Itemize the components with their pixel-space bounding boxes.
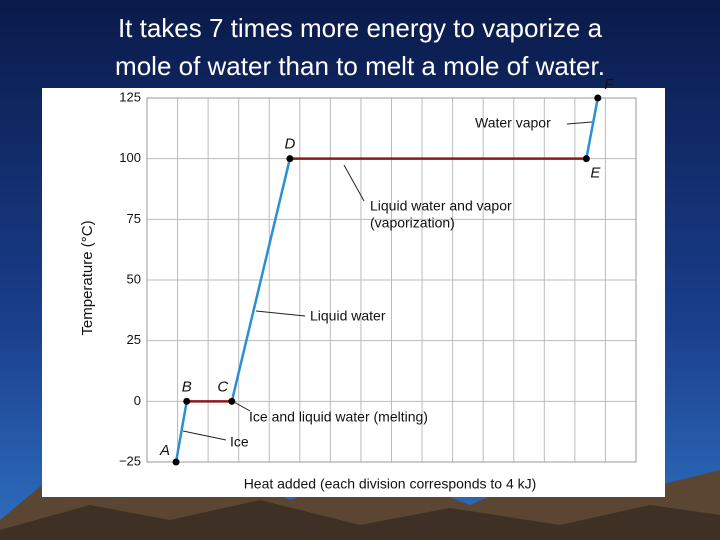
data-point (594, 94, 602, 102)
chart-panel (42, 88, 665, 497)
annotation: Water vapor (475, 115, 551, 131)
annotation: Ice and liquid water (melting) (249, 409, 428, 425)
y-axis-label: Temperature (°C) (79, 220, 96, 335)
y-tick-label: 125 (119, 89, 141, 104)
leader-line (255, 310, 306, 317)
mountains-front (0, 500, 720, 540)
curve-segment (174, 401, 188, 463)
title-line: It takes 7 times more energy to vaporize… (118, 13, 603, 43)
x-axis-label: Heat added (each division corresponds to… (244, 476, 537, 492)
data-point (286, 155, 294, 163)
curve-segment (230, 158, 292, 402)
data-point (582, 155, 590, 163)
point-label: C (217, 378, 228, 395)
data-point (183, 397, 191, 405)
annotation: (vaporization) (370, 215, 455, 231)
point-label: B (182, 378, 192, 395)
annotation: Ice (230, 434, 249, 450)
data-point (228, 397, 236, 405)
y-tick-label: 0 (134, 393, 141, 408)
curve-segment (585, 97, 600, 159)
point-label: D (284, 136, 295, 153)
y-tick-label: 25 (127, 332, 141, 347)
plot-frame (146, 97, 637, 463)
annotation: Liquid water (310, 308, 386, 324)
y-tick-label: 100 (119, 150, 141, 165)
leader-line (233, 401, 251, 412)
data-point (172, 458, 180, 466)
point-label: F (604, 76, 614, 93)
annotation: Liquid water and vapor (370, 198, 512, 214)
leader-line (182, 430, 227, 441)
y-tick-label: −25 (119, 453, 141, 468)
point-label: E (590, 165, 601, 182)
leader-line (343, 164, 365, 202)
leader-line (566, 121, 593, 125)
y-tick-label: 75 (127, 211, 141, 226)
point-label: A (159, 442, 170, 459)
title-line: mole of water than to melt a mole of wat… (115, 51, 605, 81)
y-tick-label: 50 (127, 271, 141, 286)
